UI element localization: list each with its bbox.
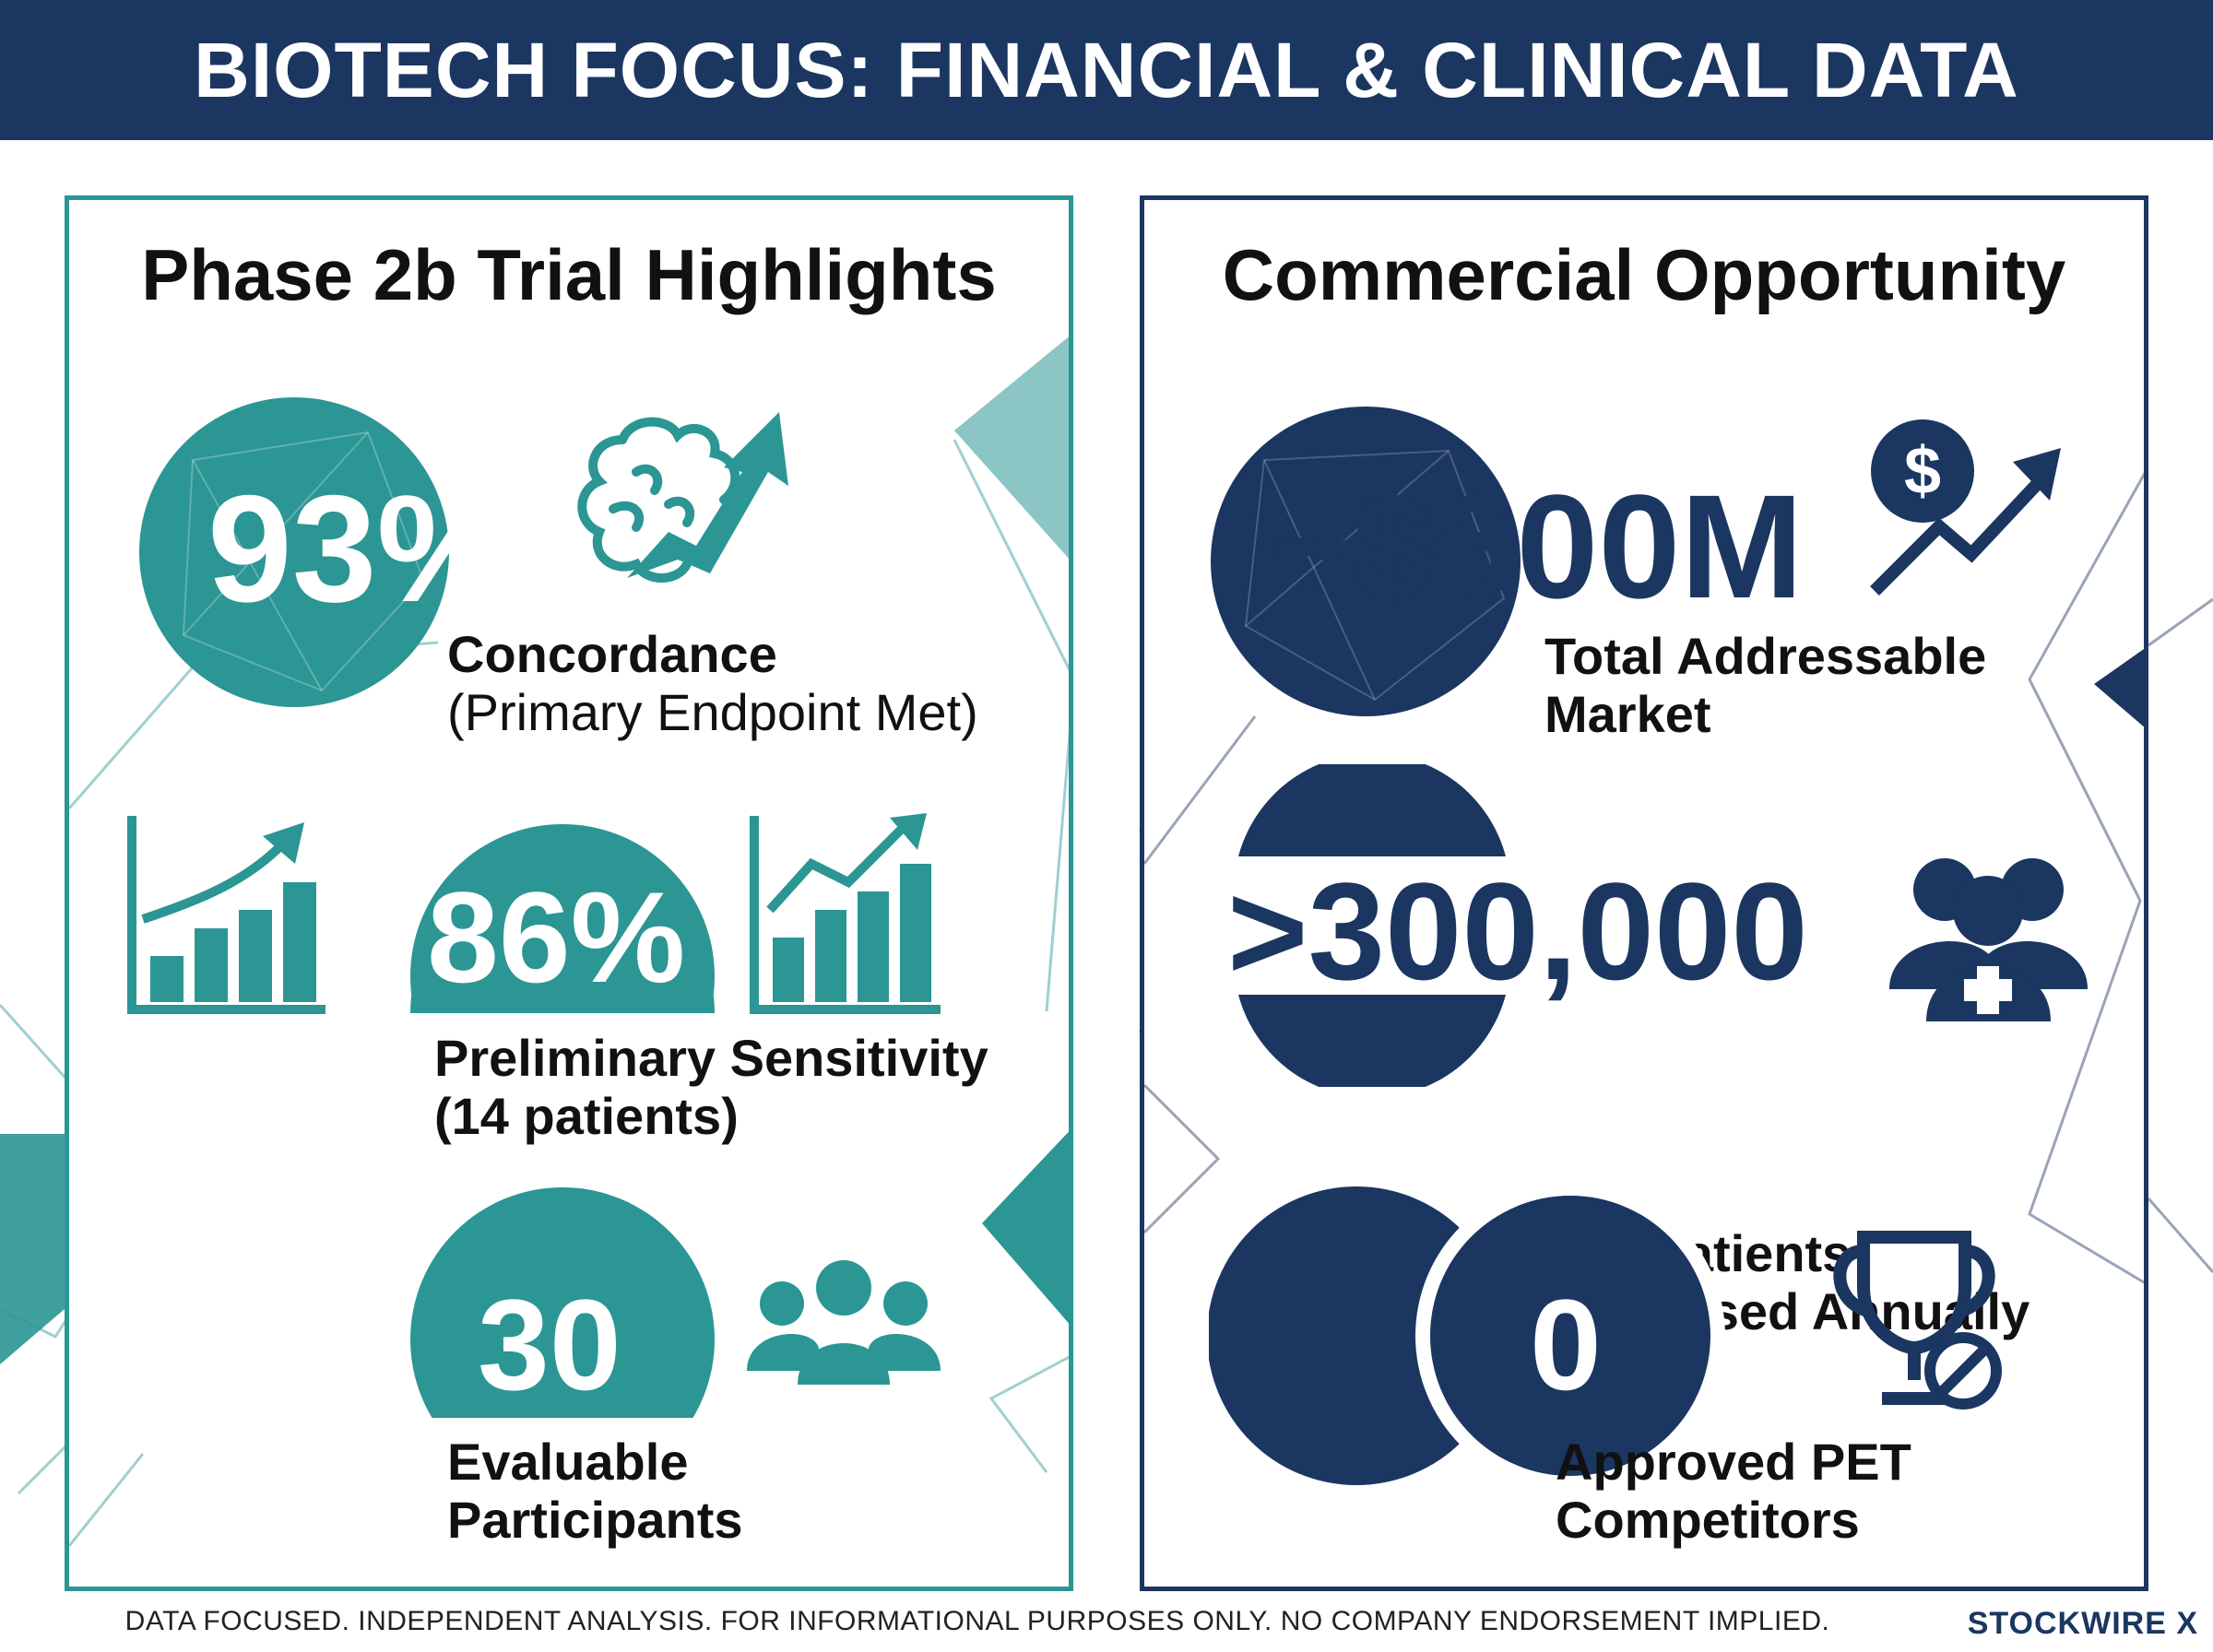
competitors-label: Approved PET Competitors <box>1556 1433 1911 1549</box>
market-label-line1: Total Addressable <box>1544 627 1987 685</box>
concordance-label: Concordance (Primary Endpoint Met) <box>447 625 978 741</box>
commercial-opportunity-panel: Commercial Opportunity ~$600M $ Total Ad… <box>1140 195 2148 1591</box>
header-banner: BIOTECH FOCUS: FINANCIAL & CLINICAL DATA <box>0 0 2213 140</box>
competitors-label-line2: Competitors <box>1556 1490 1860 1549</box>
sensitivity-value: 86% <box>427 865 686 1009</box>
sensitivity-label-line2: (14 patients) <box>434 1086 739 1145</box>
market-value: ~$600M <box>1266 464 1804 629</box>
trial-highlights-panel: Phase 2b Trial Highlights 93% Concordanc… <box>65 195 1073 1591</box>
participants-label-line2: Participants <box>447 1490 743 1549</box>
svg-text:$: $ <box>1904 434 1941 508</box>
market-label: Total Addressable Market <box>1544 627 1987 743</box>
participants-value: 30 <box>478 1272 621 1417</box>
market-label-line2: Market <box>1544 684 1711 743</box>
competitors-label-line1: Approved PET <box>1556 1433 1911 1491</box>
page-title: BIOTECH FOCUS: FINANCIAL & CLINICAL DATA <box>194 26 2019 113</box>
bar-chart-growth-icon <box>747 808 945 1025</box>
brain-growth-icon <box>558 394 798 610</box>
participants-label: Evaluable Participants <box>447 1433 743 1549</box>
disclaimer-text: DATA FOCUSED. INDEPENDENT ANALYSIS. FOR … <box>124 1606 1830 1636</box>
concordance-value: 93% <box>207 464 513 633</box>
participants-label-line1: Evaluable <box>447 1433 689 1491</box>
concordance-label-bold: Concordance <box>447 625 777 683</box>
people-group-icon <box>747 1256 941 1389</box>
concordance-label-note: (Primary Endpoint Met) <box>447 682 978 741</box>
panel-title: Commercial Opportunity <box>1222 234 2066 315</box>
brand-logo: STOCKWIRE X <box>1967 1606 2198 1641</box>
sensitivity-label: Preliminary Sensitivity (14 patients) <box>434 1029 988 1145</box>
patients-label-line2: Diagnosed Annually <box>1535 1281 2030 1340</box>
panel-title: Phase 2b Trial Highlights <box>141 234 997 315</box>
patients-label: U.S. Patients Diagnosed Annually <box>1535 1224 2030 1340</box>
sensitivity-label-line1: Preliminary Sensitivity <box>434 1029 988 1087</box>
dollar-growth-icon: $ <box>1865 416 2064 605</box>
competitors-value: 0 <box>1530 1272 1602 1417</box>
patients-value: >300,000 <box>1227 854 1808 1009</box>
patients-medical-icon <box>1889 851 2088 1026</box>
patients-label-line1: U.S. Patients <box>1535 1224 1852 1282</box>
bar-chart-growth-icon <box>124 808 332 1025</box>
